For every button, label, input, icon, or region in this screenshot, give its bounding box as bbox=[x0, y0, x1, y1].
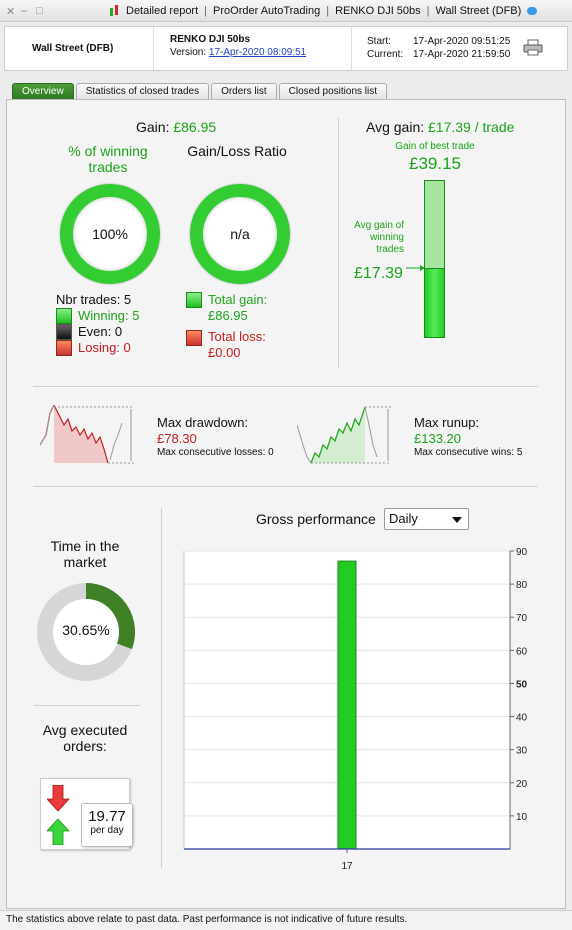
y-tick-label: 60 bbox=[516, 646, 528, 657]
avg-gain-value: £17.39 / trade bbox=[428, 119, 515, 135]
winning-count: Winning: 5 bbox=[78, 308, 140, 323]
instrument-name: Wall Street (DFB) bbox=[32, 43, 114, 54]
y-tick-label: 50 bbox=[516, 679, 528, 690]
chevron-down-icon bbox=[452, 517, 462, 523]
tab-overview[interactable]: Overview bbox=[12, 83, 74, 99]
runup-sparkline bbox=[297, 406, 391, 464]
x-tick-label: 17 bbox=[341, 861, 353, 872]
winning-pct-title: % of winning trades bbox=[68, 143, 148, 175]
time-in-market-title: Time in the market bbox=[50, 538, 120, 570]
gross-performance-chart: 10 20 30 40 50 60 70 80 90 17 bbox=[183, 547, 528, 872]
avg-orders-value: 19.77 bbox=[88, 808, 126, 825]
total-loss-swatch bbox=[186, 330, 202, 346]
avg-winning-bar-fill bbox=[425, 268, 444, 337]
max-runup-label: Max runup: bbox=[414, 415, 480, 430]
chat-bubble-icon[interactable] bbox=[527, 7, 538, 15]
orders-per-day-box: 19.77 per day bbox=[81, 803, 133, 847]
total-gain-label: Total gain: bbox=[208, 292, 268, 307]
time-in-market-value: 30.65% bbox=[62, 622, 110, 638]
title-system: RENKO DJI 50bs bbox=[335, 5, 421, 17]
disclaimer-text: The statistics above relate to past data… bbox=[6, 914, 408, 925]
report-tabs: Overview Statistics of closed trades Ord… bbox=[12, 83, 388, 99]
gain-loss-ratio-ring: n/a bbox=[190, 184, 290, 284]
version-date-link[interactable]: 17-Apr-2020 08:09:51 bbox=[208, 47, 307, 58]
gain-loss-ratio-title: Gain/Loss Ratio bbox=[187, 143, 287, 159]
tab-statistics-closed-trades[interactable]: Statistics of closed trades bbox=[75, 83, 210, 99]
tab-closed-positions[interactable]: Closed positions list bbox=[278, 83, 388, 99]
period-selected: Daily bbox=[389, 511, 418, 526]
drawdown-sparkline bbox=[40, 405, 134, 464]
y-tick-label: 40 bbox=[516, 713, 528, 724]
start-label: Start: bbox=[367, 36, 391, 47]
gain-loss-ratio-value: n/a bbox=[230, 226, 250, 242]
avg-gain-summary: Avg gain: £17.39 / trade bbox=[366, 119, 515, 135]
max-consecutive-wins: Max consecutive wins: 5 bbox=[414, 447, 523, 458]
max-drawdown-value: £78.30 bbox=[157, 431, 197, 446]
max-runup-value: £133.20 bbox=[414, 431, 461, 446]
orders-arrows-icon bbox=[47, 785, 70, 845]
total-gain-swatch bbox=[186, 292, 202, 308]
total-loss-value: £0.00 bbox=[208, 345, 241, 360]
avg-orders-unit: per day bbox=[90, 825, 124, 836]
best-trade-label: Gain of best trade bbox=[395, 141, 475, 152]
title-detailed-report: Detailed report bbox=[126, 5, 199, 17]
disclaimer-bar: The statistics above relate to past data… bbox=[0, 910, 572, 930]
gain-summary: Gain: £86.95 bbox=[136, 119, 217, 135]
period-dropdown[interactable]: Daily bbox=[384, 508, 469, 530]
y-tick-label: 80 bbox=[516, 580, 528, 591]
losing-swatch bbox=[56, 340, 72, 356]
time-in-market-arc bbox=[85, 583, 135, 650]
winning-pct-ring: 100% bbox=[60, 184, 160, 284]
max-consecutive-losses: Max consecutive losses: 0 bbox=[157, 447, 274, 458]
tab-orders-list[interactable]: Orders list bbox=[211, 83, 277, 99]
avg-winning-value: £17.39 bbox=[354, 265, 403, 282]
current-value: 17-Apr-2020 21:59:50 bbox=[413, 49, 511, 60]
maximize-window-icon[interactable]: □ bbox=[36, 5, 43, 17]
y-tick-label: 20 bbox=[516, 779, 528, 790]
close-window-icon[interactable]: ✕ bbox=[6, 6, 16, 18]
report-header: Wall Street (DFB) RENKO DJI 50bs Version… bbox=[4, 26, 568, 71]
losing-count: Losing: 0 bbox=[78, 340, 131, 355]
system-name: RENKO DJI 50bs bbox=[170, 34, 251, 45]
window-titlebar: ✕ – □ Detailed report | ProOrder AutoTra… bbox=[0, 0, 572, 22]
title-proorder: ProOrder AutoTrading bbox=[213, 5, 321, 17]
avg-winning-arrow-icon bbox=[406, 265, 425, 271]
gain-value: £86.95 bbox=[173, 119, 217, 135]
time-in-market-donut bbox=[37, 583, 135, 681]
avg-orders-title: Avg executed orders: bbox=[42, 722, 128, 754]
printer-icon[interactable] bbox=[523, 39, 543, 56]
max-drawdown-label: Max drawdown: bbox=[157, 415, 249, 430]
nbr-trades: Nbr trades: 5 bbox=[56, 292, 132, 307]
gross-performance-title: Gross performance bbox=[256, 511, 376, 527]
best-trade-bar bbox=[424, 180, 445, 338]
window-title: Detailed report | ProOrder AutoTrading |… bbox=[110, 5, 538, 17]
current-label: Current: bbox=[367, 49, 404, 60]
minimize-window-icon[interactable]: – bbox=[21, 5, 28, 17]
y-tick-label: 70 bbox=[516, 613, 528, 624]
total-loss-label: Total loss: bbox=[208, 329, 266, 344]
orders-card: 19.77 per day bbox=[40, 778, 133, 850]
even-count: Even: 0 bbox=[78, 324, 123, 339]
winning-swatch bbox=[56, 308, 72, 324]
y-tick-label: 90 bbox=[516, 547, 528, 558]
performance-bar bbox=[337, 560, 357, 850]
avg-winning-label: Avg gain of winning trades bbox=[354, 220, 404, 255]
y-tick-label: 10 bbox=[516, 812, 528, 823]
even-swatch bbox=[56, 324, 72, 340]
best-trade-value: £39.15 bbox=[409, 154, 461, 173]
version-line: Version: 17-Apr-2020 08:09:51 bbox=[170, 47, 307, 58]
candlestick-icon bbox=[110, 5, 120, 17]
title-instrument: Wall Street (DFB) bbox=[435, 5, 522, 17]
winning-pct-value: 100% bbox=[92, 226, 128, 242]
total-gain-value: £86.95 bbox=[208, 308, 248, 323]
start-value: 17-Apr-2020 09:51:25 bbox=[413, 36, 511, 47]
y-tick-label: 30 bbox=[516, 746, 528, 757]
